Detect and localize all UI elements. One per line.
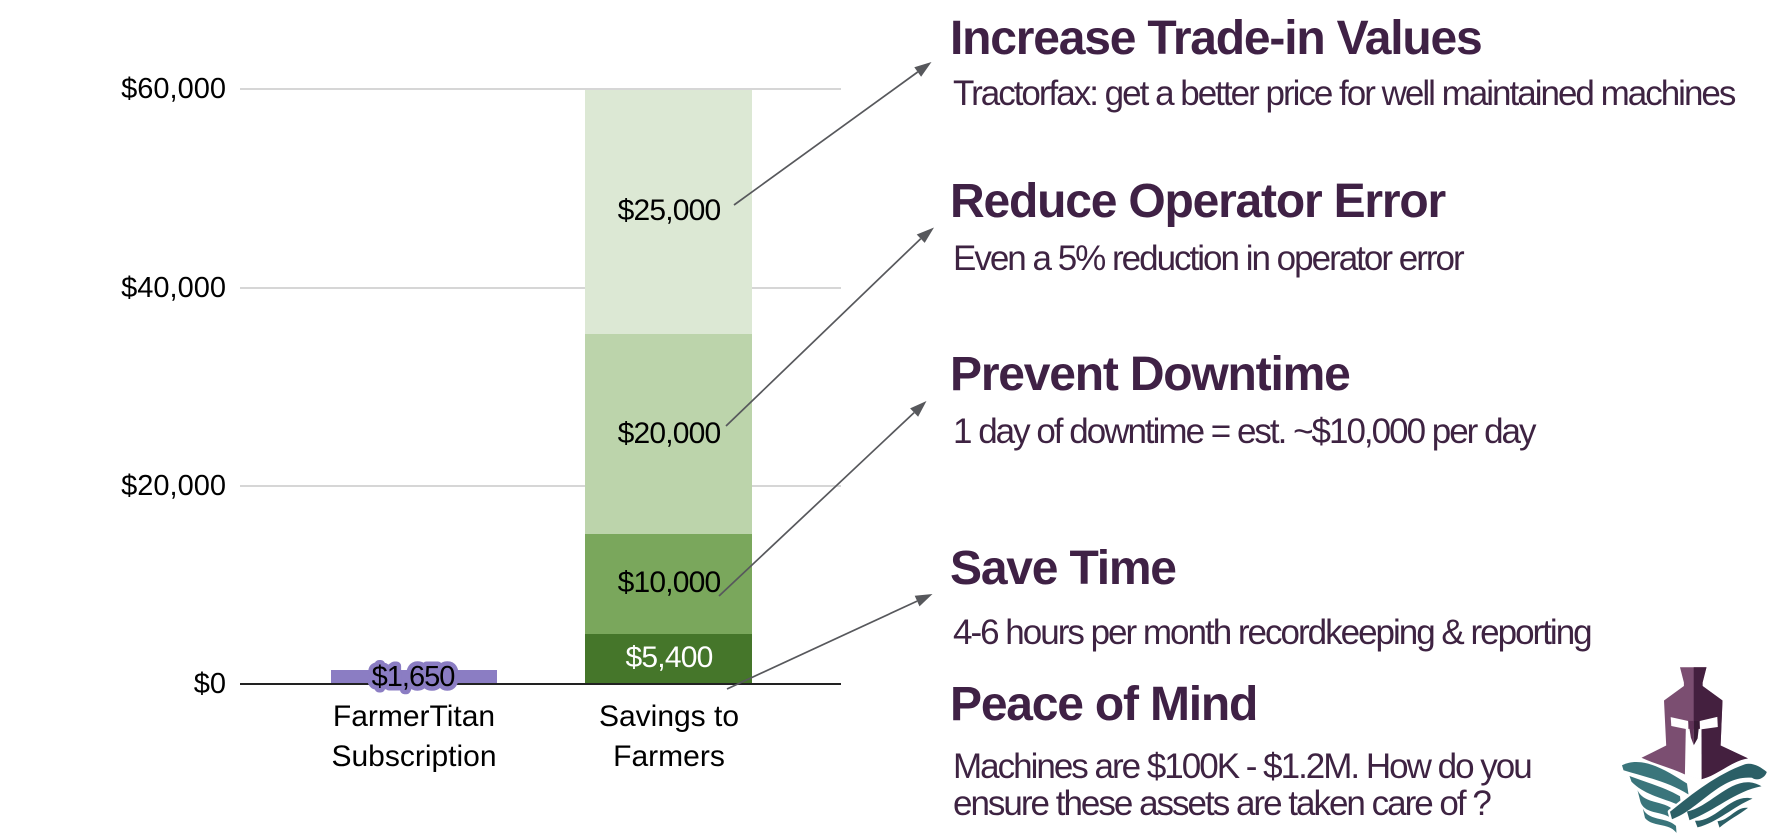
svg-text:$1,650: $1,650 (372, 661, 455, 693)
